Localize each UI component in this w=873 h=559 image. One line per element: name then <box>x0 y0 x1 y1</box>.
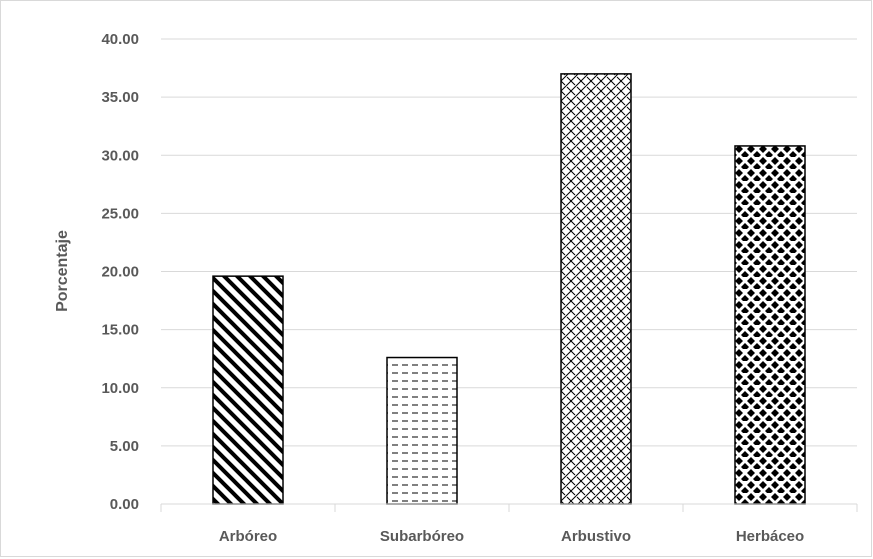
y-tick-label: 20.00 <box>101 264 139 281</box>
bar-subarboreo <box>386 356 458 505</box>
y-axis-title: Porcentaje <box>54 230 71 312</box>
x-tick-label: Subarbóreo <box>380 528 464 545</box>
y-tick-label: 0.00 <box>110 496 139 513</box>
bar-arbustivo <box>560 73 632 505</box>
x-tick-label: Arbóreo <box>219 528 277 545</box>
y-tick-label: 15.00 <box>101 322 139 339</box>
y-tick-label: 40.00 <box>101 31 139 48</box>
bar-herbaceo <box>734 145 806 505</box>
y-tick-label: 5.00 <box>110 438 139 455</box>
x-tick-label: Arbustivo <box>561 528 631 545</box>
y-tick-label: 10.00 <box>101 380 139 397</box>
bar-arboreo <box>212 275 284 505</box>
y-tick-label: 25.00 <box>101 205 139 222</box>
x-tick-label: Herbáceo <box>736 528 804 545</box>
y-tick-label: 30.00 <box>101 147 139 164</box>
y-tick-label: 35.00 <box>101 89 139 106</box>
